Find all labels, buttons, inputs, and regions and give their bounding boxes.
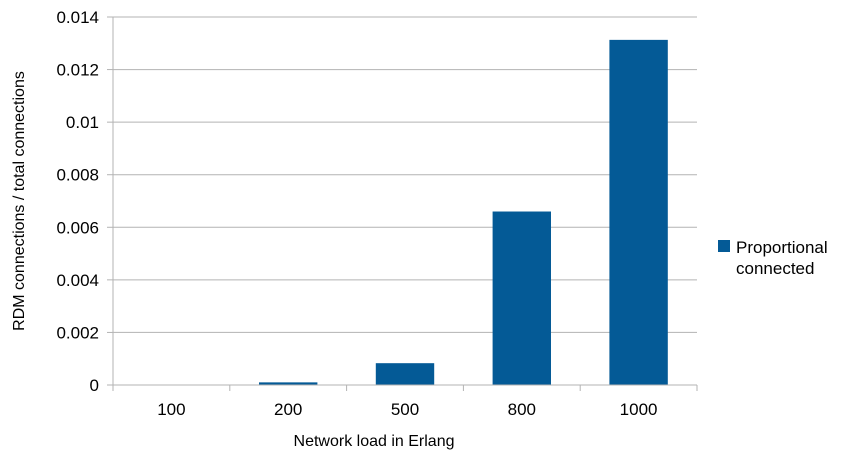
y-tick-label: 0.006 [56,218,99,237]
y-tick-label: 0.008 [56,166,99,185]
tick-labels: 0 0.002 0.004 0.006 0.008 0.01 0.012 0.014 100 20… [56,8,657,419]
x-tick-label: 100 [157,400,185,419]
legend-swatch [718,240,730,252]
bar [259,382,318,385]
y-tick-label: 0 [90,376,99,395]
bar [492,211,551,385]
legend: Proportional connected [718,238,828,278]
x-axis-title: Network load in Erlang [294,433,455,450]
axes [107,16,698,391]
legend-label: Proportional connected [736,238,828,278]
y-tick-label: 0.014 [56,8,99,27]
x-tick-label: 800 [508,400,536,419]
y-axis-title: RDM connections / total connections [11,71,28,331]
y-tick-label: 0.002 [56,323,99,342]
legend-label-line: Proportional [736,238,828,257]
bar [609,39,668,386]
legend-label-line: connected [736,259,814,278]
x-tick-label: 500 [391,400,419,419]
bar [375,363,435,385]
x-tick-label: 200 [274,400,302,419]
bars [259,39,668,386]
x-tick-label: 1000 [620,400,658,419]
grid-lines [113,16,697,333]
y-tick-label: 0.01 [66,113,99,132]
y-tick-label: 0.004 [56,271,99,290]
y-tick-label: 0.012 [56,61,99,80]
